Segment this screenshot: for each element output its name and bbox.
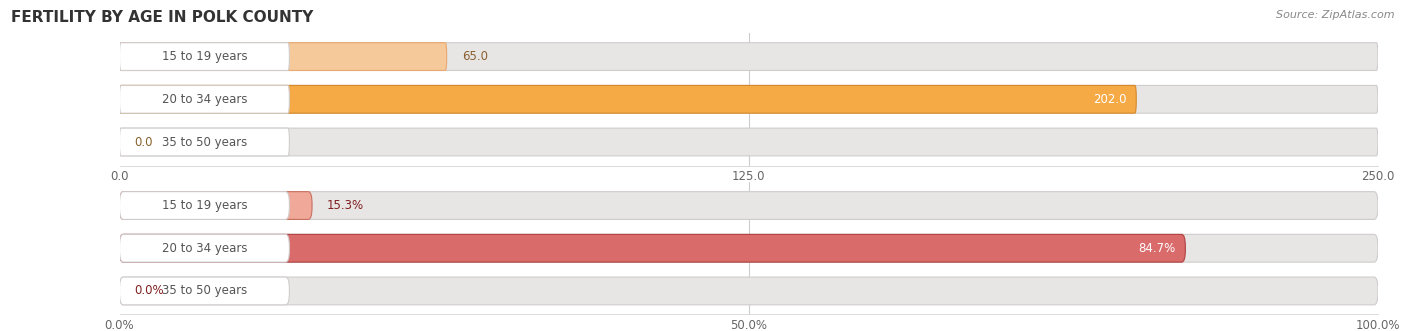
FancyBboxPatch shape xyxy=(120,85,1378,113)
Text: FERTILITY BY AGE IN POLK COUNTY: FERTILITY BY AGE IN POLK COUNTY xyxy=(11,10,314,25)
Text: 15 to 19 years: 15 to 19 years xyxy=(162,199,247,212)
FancyBboxPatch shape xyxy=(120,277,290,305)
Text: 35 to 50 years: 35 to 50 years xyxy=(162,135,247,149)
FancyBboxPatch shape xyxy=(120,234,1185,262)
FancyBboxPatch shape xyxy=(120,192,312,219)
Text: Source: ZipAtlas.com: Source: ZipAtlas.com xyxy=(1277,10,1395,20)
Text: 84.7%: 84.7% xyxy=(1137,242,1175,255)
FancyBboxPatch shape xyxy=(120,277,1378,305)
Text: 202.0: 202.0 xyxy=(1092,93,1126,106)
FancyBboxPatch shape xyxy=(120,234,290,262)
Text: 0.0%: 0.0% xyxy=(135,284,165,298)
FancyBboxPatch shape xyxy=(120,85,1136,113)
Text: 20 to 34 years: 20 to 34 years xyxy=(162,93,247,106)
FancyBboxPatch shape xyxy=(120,43,447,71)
Text: 20 to 34 years: 20 to 34 years xyxy=(162,242,247,255)
FancyBboxPatch shape xyxy=(120,85,290,113)
Text: 65.0: 65.0 xyxy=(461,50,488,63)
FancyBboxPatch shape xyxy=(120,43,1378,71)
Text: 0.0: 0.0 xyxy=(135,135,153,149)
FancyBboxPatch shape xyxy=(120,192,290,219)
FancyBboxPatch shape xyxy=(120,43,290,71)
FancyBboxPatch shape xyxy=(120,128,290,156)
FancyBboxPatch shape xyxy=(120,192,1378,219)
FancyBboxPatch shape xyxy=(120,128,1378,156)
Text: 35 to 50 years: 35 to 50 years xyxy=(162,284,247,298)
Text: 15 to 19 years: 15 to 19 years xyxy=(162,50,247,63)
Text: 15.3%: 15.3% xyxy=(328,199,364,212)
FancyBboxPatch shape xyxy=(120,234,1378,262)
